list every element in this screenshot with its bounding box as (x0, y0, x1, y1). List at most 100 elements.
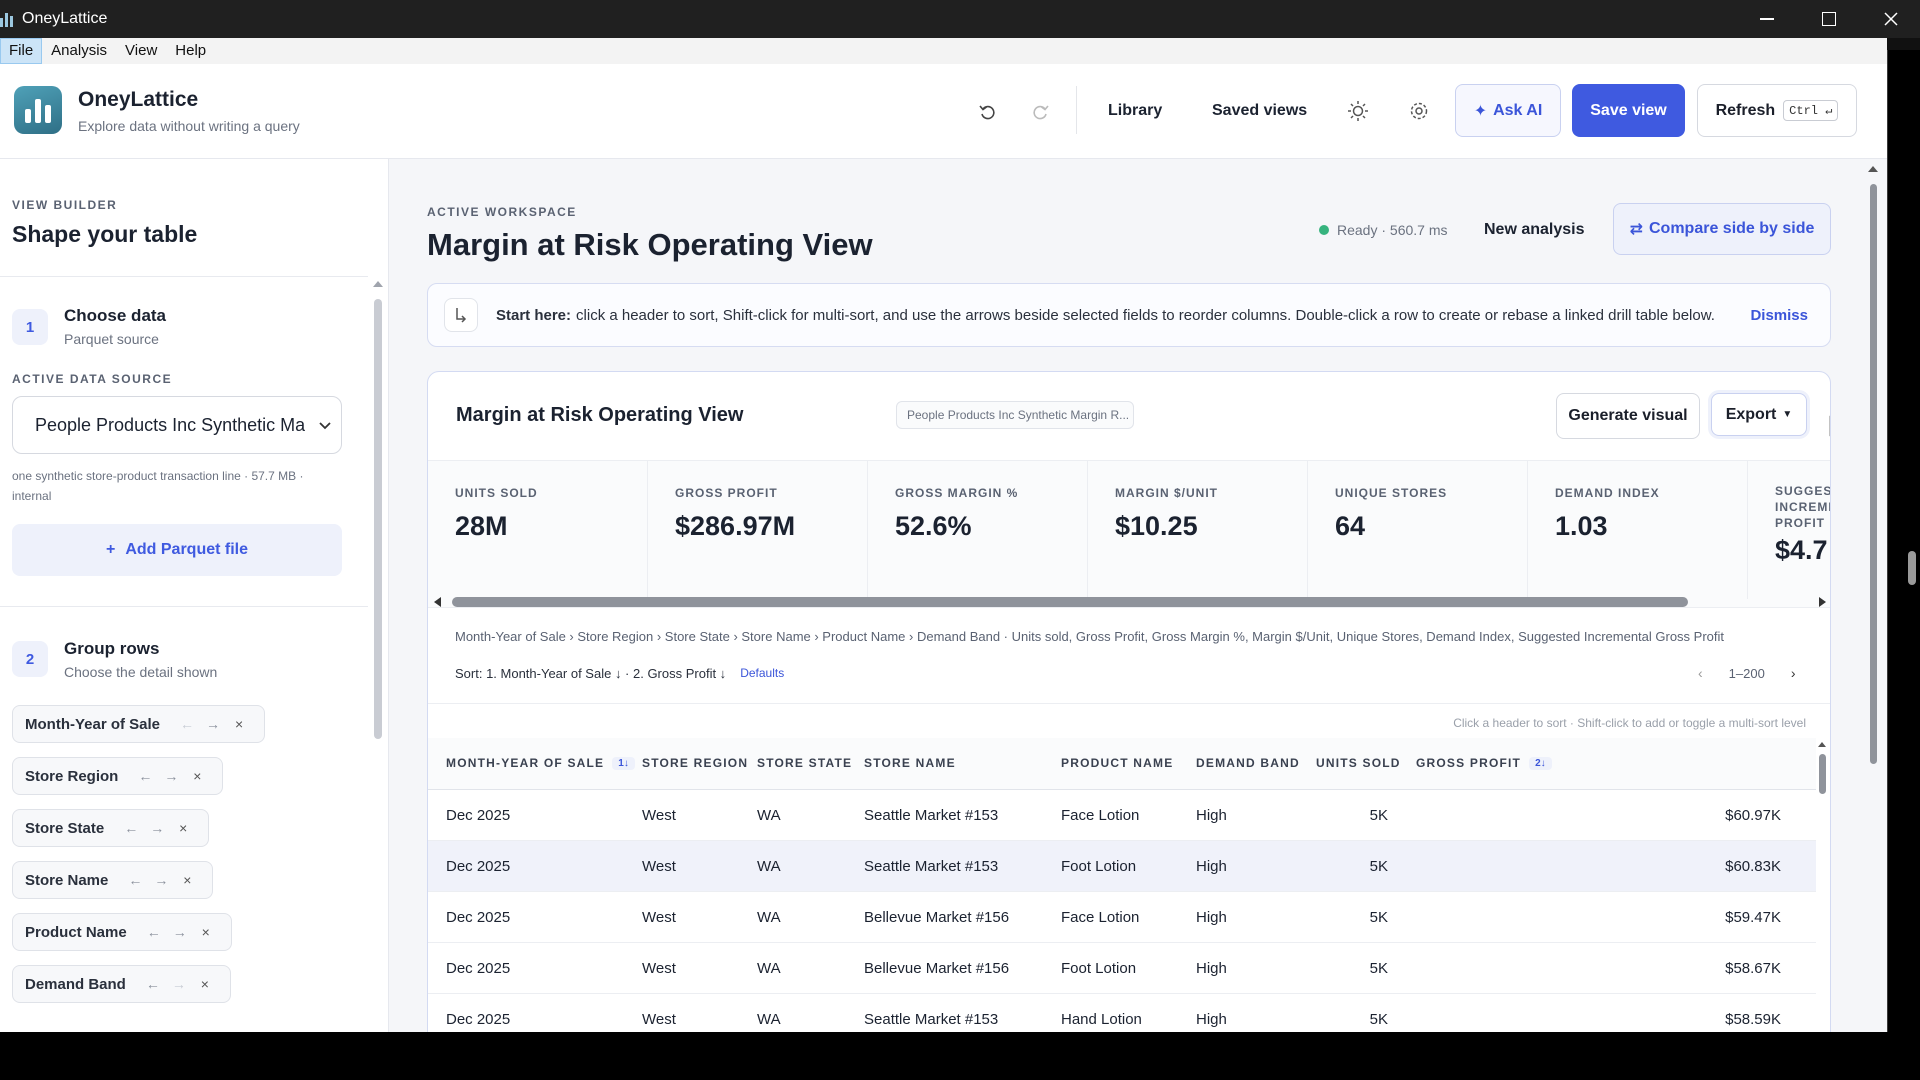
close-button[interactable] (1860, 0, 1920, 38)
table-row[interactable]: Dec 2025 West WA Bellevue Market #156 Fa… (428, 892, 1816, 943)
column-header[interactable]: STORE NAME (864, 756, 956, 770)
status-dot-icon (1319, 225, 1329, 235)
kpi-value: 52.6% (895, 511, 972, 541)
scrollbar-thumb[interactable] (1870, 184, 1877, 764)
scroll-right-icon[interactable] (1819, 597, 1826, 607)
generate-visual-button[interactable]: Generate visual (1556, 393, 1700, 439)
remove-field-button[interactable]: × (200, 976, 209, 992)
undo-button[interactable] (974, 98, 1000, 124)
group-field-chip[interactable]: Store Region ← → × (12, 757, 224, 795)
export-label: Export (1725, 405, 1777, 423)
group-field-chip[interactable]: Product Name ← → × (12, 913, 232, 951)
sidebar-scrollbar[interactable] (371, 281, 385, 1032)
kpi-label: GROSS PROFIT (675, 486, 778, 500)
move-right-button[interactable]: → (172, 924, 187, 940)
move-right-button[interactable]: → (206, 716, 221, 732)
brand-logo-icon (14, 86, 62, 134)
column-header-label: MONTH-YEAR OF SALE (446, 756, 605, 770)
group-field-label: Month-Year of Sale (25, 715, 161, 733)
prev-page-icon[interactable]: ‹ (1698, 665, 1703, 681)
scroll-up-icon[interactable] (373, 281, 383, 287)
sort-summary: Sort: 1. Month-Year of Sale ↓ · 2. Gross… (455, 666, 784, 681)
table-vertical-scrollbar[interactable] (1818, 742, 1828, 1032)
close-icon (1884, 12, 1898, 26)
column-header[interactable]: PRODUCT NAME (1061, 756, 1173, 770)
minimize-button[interactable] (1736, 0, 1798, 38)
card-title: Margin at Risk Operating View (456, 404, 744, 426)
compare-button[interactable]: ⇄ Compare side by side (1613, 203, 1831, 255)
scrollbar-thumb[interactable] (374, 299, 382, 739)
column-header[interactable]: DEMAND BAND (1196, 756, 1300, 770)
defaults-link[interactable]: Defaults (740, 666, 785, 680)
column-header[interactable]: STORE STATE (757, 756, 852, 770)
group-field-chip[interactable]: Store State ← → × (12, 809, 210, 847)
analysis-card: Margin at Risk Operating View People Pro… (427, 371, 1831, 1032)
scrollbar-thumb[interactable] (1819, 754, 1826, 794)
theme-toggle-button[interactable] (1345, 98, 1371, 124)
table-row[interactable]: Dec 2025 West WA Seattle Market #153 Fac… (428, 790, 1816, 841)
table-cell: High (1196, 807, 1227, 824)
remove-field-button[interactable]: × (193, 768, 202, 784)
move-left-button[interactable]: ← (128, 872, 143, 888)
table-cell: West (642, 960, 676, 977)
kpi-tile: UNITS SOLD 28M (428, 461, 648, 599)
move-right-button[interactable]: → (154, 872, 169, 888)
dismiss-button[interactable]: Dismiss (1750, 307, 1808, 324)
ask-ai-label: Ask AI (1493, 101, 1543, 119)
swap-icon: ⇄ (1629, 221, 1643, 238)
move-left-button[interactable]: ← (146, 924, 161, 940)
adjacent-scrollbar-thumb (1908, 551, 1916, 585)
remove-field-button[interactable]: × (234, 716, 244, 732)
library-link[interactable]: Library (1108, 102, 1163, 119)
ask-ai-button[interactable]: ✦ Ask AI (1455, 84, 1561, 137)
source-pill: People Products Inc Synthetic Margin R..… (896, 401, 1134, 429)
settings-button[interactable] (1406, 98, 1432, 124)
kpi-label: UNIQUE STORES (1335, 486, 1448, 500)
move-right-button[interactable]: → (171, 976, 186, 992)
group-field-chip[interactable]: Month-Year of Sale ← → × (12, 705, 266, 743)
table-cell: Seattle Market #153 (864, 1011, 999, 1028)
column-header[interactable]: GROSS PROFIT 2↓ (1416, 756, 1552, 770)
table-row[interactable]: Dec 2025 West WA Seattle Market #153 Foo… (428, 841, 1816, 892)
scroll-up-icon[interactable] (1818, 742, 1826, 747)
menu-file[interactable]: File (0, 38, 43, 64)
move-left-button[interactable]: ← (145, 976, 160, 992)
saved-views-link[interactable]: Saved views (1212, 102, 1308, 119)
menu-help[interactable]: Help (175, 42, 207, 59)
move-left-button[interactable]: ← (138, 768, 153, 784)
status-indicator: Ready · 560.7 ms (1319, 222, 1448, 238)
column-header[interactable]: STORE REGION (642, 756, 748, 770)
scroll-up-icon[interactable] (1868, 166, 1878, 172)
new-analysis-button[interactable]: New analysis (1484, 221, 1585, 238)
refresh-button[interactable]: Refresh Ctrl ↵ (1697, 84, 1857, 137)
group-field-chip[interactable]: Store Name ← → × (12, 861, 214, 899)
move-left-button[interactable]: ← (124, 820, 139, 836)
table-row[interactable]: Dec 2025 West WA Seattle Market #153 Han… (428, 994, 1816, 1032)
column-header[interactable]: MONTH-YEAR OF SALE 1↓ (446, 756, 635, 770)
export-button[interactable]: Export ▼ (1711, 393, 1807, 436)
next-page-icon[interactable]: › (1790, 665, 1796, 681)
column-header[interactable]: UNITS SOLD (1316, 756, 1401, 770)
add-parquet-button[interactable]: + Add Parquet file (12, 524, 342, 576)
sparkle-icon: ✦ (1473, 102, 1488, 120)
redo-button[interactable] (1028, 98, 1054, 124)
table-row[interactable]: Dec 2025 West WA Bellevue Market #156 Fo… (428, 943, 1816, 994)
workspace-scrollbar[interactable] (1865, 164, 1881, 1032)
remove-field-button[interactable]: × (179, 820, 188, 836)
remove-field-button[interactable]: × (201, 924, 210, 940)
kpi-horizontal-scrollbar[interactable] (428, 595, 1830, 607)
brand-tagline: Explore data without writing a query (78, 118, 300, 134)
scroll-left-icon[interactable] (434, 597, 441, 607)
scrollbar-thumb[interactable] (452, 597, 1688, 607)
group-field-chip[interactable]: Demand Band ← → × (12, 965, 231, 1003)
move-right-button[interactable]: → (150, 820, 165, 836)
move-right-button[interactable]: → (164, 768, 179, 784)
save-view-button[interactable]: Save view (1572, 84, 1685, 137)
step-1-title: Choose data (64, 306, 167, 325)
data-source-select[interactable]: People Products Inc Synthetic Margin Ris… (12, 396, 342, 454)
move-left-button[interactable]: ← (180, 716, 195, 732)
maximize-button[interactable] (1798, 0, 1860, 38)
remove-field-button[interactable]: × (183, 872, 192, 888)
menu-view[interactable]: View (125, 42, 158, 59)
menu-analysis[interactable]: Analysis (51, 42, 108, 59)
